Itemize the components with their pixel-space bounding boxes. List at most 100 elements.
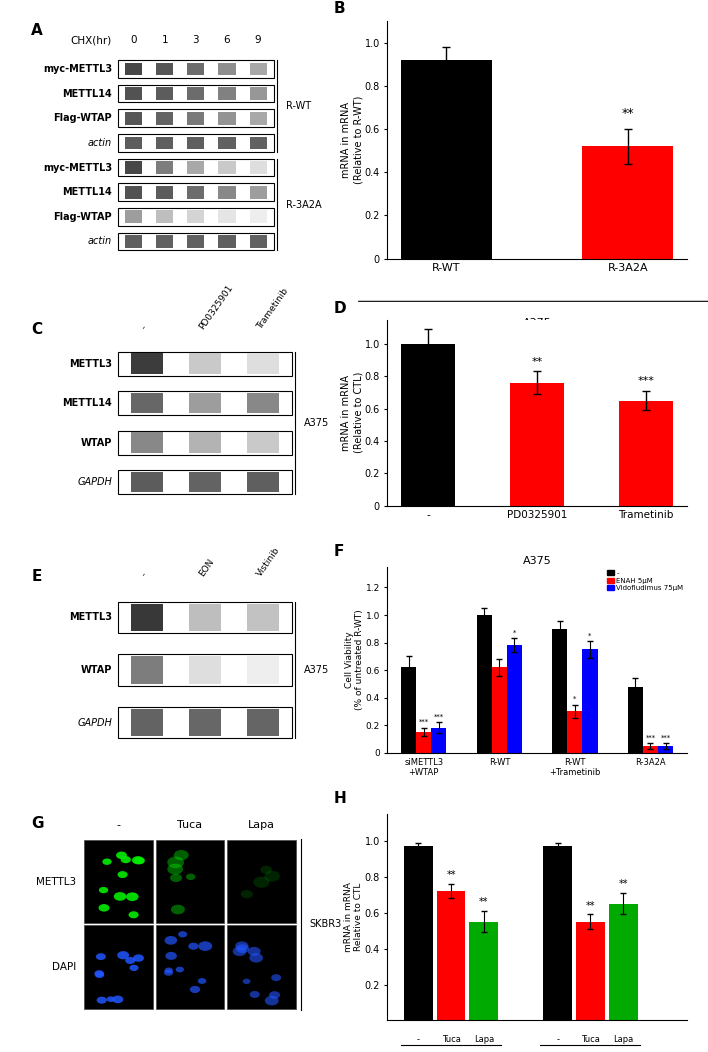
Bar: [543, 846, 572, 1020]
Text: -: -: [139, 570, 149, 578]
Text: 3: 3: [193, 35, 199, 45]
Text: E: E: [31, 569, 42, 584]
Bar: [118, 430, 292, 454]
Bar: [84, 839, 152, 924]
Bar: [118, 135, 274, 151]
Bar: [404, 846, 433, 1020]
Text: 0: 0: [130, 35, 137, 45]
Text: *: *: [573, 695, 576, 702]
Text: **: **: [622, 107, 634, 120]
Bar: [84, 926, 152, 1009]
Text: WTAP: WTAP: [81, 438, 112, 448]
Bar: [125, 186, 142, 199]
Text: F: F: [333, 544, 344, 560]
Bar: [156, 87, 173, 100]
Bar: [227, 926, 296, 1009]
Bar: [189, 472, 221, 492]
Bar: [401, 344, 455, 506]
Bar: [583, 649, 598, 753]
Text: METTL3: METTL3: [36, 876, 76, 887]
Text: Tuca: Tuca: [581, 1035, 600, 1044]
Bar: [131, 392, 163, 413]
Text: Lapa: Lapa: [613, 1035, 634, 1044]
Circle shape: [198, 942, 212, 951]
Text: Flag-WTAP: Flag-WTAP: [54, 114, 112, 123]
Text: METTL3: METTL3: [69, 359, 112, 368]
Bar: [567, 711, 583, 753]
Circle shape: [99, 887, 108, 893]
Bar: [131, 656, 163, 684]
Circle shape: [233, 947, 246, 956]
Bar: [437, 891, 465, 1020]
Text: CHX(hr): CHX(hr): [71, 35, 112, 45]
Circle shape: [135, 857, 145, 865]
Text: PD0325901: PD0325901: [198, 283, 235, 331]
Bar: [416, 732, 431, 753]
Bar: [247, 353, 279, 373]
Bar: [510, 383, 564, 506]
Text: H: H: [333, 791, 346, 806]
Y-axis label: mRNA in mRNA
Relative to CTL: mRNA in mRNA Relative to CTL: [343, 883, 363, 952]
Circle shape: [103, 858, 112, 865]
Bar: [250, 87, 267, 100]
Circle shape: [271, 974, 281, 982]
Bar: [583, 146, 673, 259]
Bar: [118, 85, 274, 102]
Text: -: -: [417, 1035, 420, 1044]
Bar: [188, 87, 205, 100]
Circle shape: [167, 856, 184, 868]
Bar: [247, 392, 279, 413]
Bar: [131, 353, 163, 373]
Circle shape: [250, 991, 260, 998]
Bar: [492, 667, 507, 753]
Bar: [250, 210, 267, 223]
Text: -: -: [139, 323, 149, 331]
Bar: [118, 159, 274, 177]
Circle shape: [248, 947, 261, 956]
Bar: [131, 604, 163, 631]
Bar: [156, 112, 173, 125]
Bar: [188, 235, 205, 248]
Bar: [188, 210, 205, 223]
Bar: [156, 839, 224, 924]
Bar: [507, 645, 522, 753]
Y-axis label: mRNA in mRNA
(Relative to CTL): mRNA in mRNA (Relative to CTL): [341, 372, 363, 453]
Text: 9: 9: [255, 35, 261, 45]
Circle shape: [112, 995, 123, 1004]
Bar: [219, 87, 236, 100]
Bar: [188, 112, 205, 125]
Text: WTAP: WTAP: [81, 665, 112, 675]
Circle shape: [173, 850, 189, 861]
Bar: [118, 470, 292, 494]
Circle shape: [130, 965, 139, 971]
Bar: [609, 904, 638, 1020]
Bar: [125, 112, 142, 125]
Text: METTL3: METTL3: [69, 612, 112, 623]
Circle shape: [198, 978, 206, 984]
Bar: [118, 602, 292, 633]
Circle shape: [188, 943, 198, 950]
Bar: [219, 137, 236, 149]
Text: -: -: [556, 1035, 559, 1044]
Y-axis label: mRNA in mRNA
(Relative to R-WT): mRNA in mRNA (Relative to R-WT): [341, 96, 363, 184]
Text: Lapa: Lapa: [249, 821, 275, 830]
Text: Tuca: Tuca: [178, 821, 202, 830]
Text: GAPDH: GAPDH: [77, 478, 112, 487]
Bar: [156, 161, 173, 174]
Bar: [118, 60, 274, 78]
Bar: [619, 401, 673, 506]
Circle shape: [120, 856, 131, 864]
Bar: [219, 210, 236, 223]
Bar: [219, 161, 236, 174]
Circle shape: [236, 945, 249, 953]
Text: **: **: [586, 901, 595, 911]
Circle shape: [132, 856, 144, 865]
Text: METTL14: METTL14: [62, 398, 112, 408]
Circle shape: [96, 953, 106, 960]
Bar: [219, 235, 236, 248]
Text: actin: actin: [88, 138, 112, 148]
Text: **: **: [479, 897, 489, 907]
Text: A375: A375: [304, 418, 329, 428]
Circle shape: [133, 954, 144, 962]
Bar: [189, 656, 221, 684]
